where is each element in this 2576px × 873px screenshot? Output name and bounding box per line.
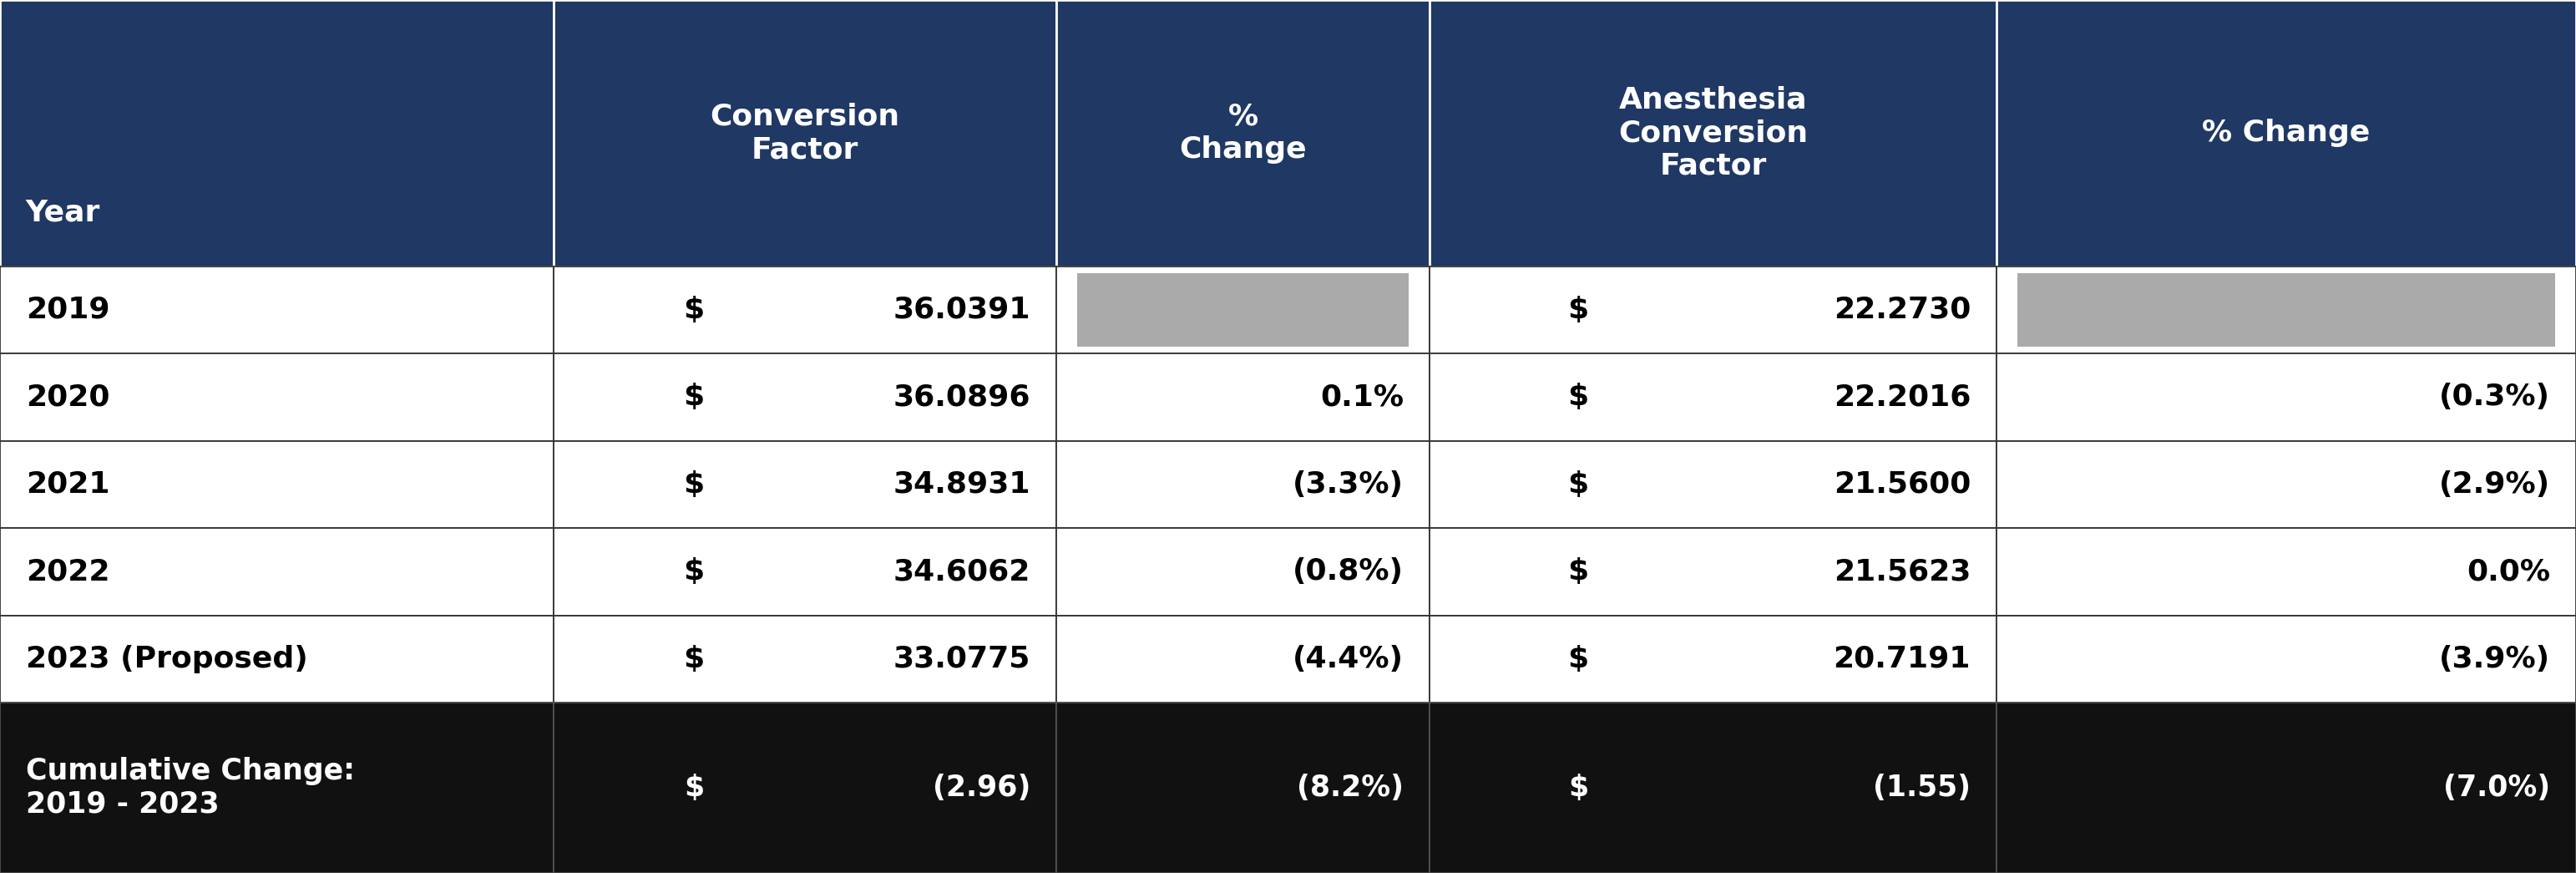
Bar (0, 266, 554, 354)
Bar (1996, 0, 2576, 266)
Text: 2022: 2022 (26, 558, 111, 586)
Text: $: $ (683, 471, 703, 498)
Bar (1996, 441, 2576, 528)
Bar (1056, 528, 1430, 615)
Bar (0, 0, 554, 266)
Text: Cumulative Change:
2019 - 2023: Cumulative Change: 2019 - 2023 (26, 757, 355, 819)
Text: Anesthesia
Conversion
Factor: Anesthesia Conversion Factor (1618, 86, 1808, 180)
Bar (1430, 266, 1996, 354)
Text: % Change: % Change (2202, 119, 2370, 148)
Text: 0.1%: 0.1% (1321, 383, 1404, 411)
Text: 2019: 2019 (26, 296, 111, 324)
Text: (7.0%): (7.0%) (2442, 773, 2550, 802)
Text: $: $ (1566, 383, 1589, 411)
Bar (1430, 703, 1996, 873)
Bar (1056, 0, 1430, 266)
Bar (1996, 615, 2576, 703)
Text: 36.0896: 36.0896 (894, 383, 1030, 411)
Text: $: $ (685, 773, 703, 802)
Bar (0, 703, 554, 873)
Text: (2.96): (2.96) (933, 773, 1030, 802)
Bar (1056, 354, 1430, 441)
Text: (8.2%): (8.2%) (1298, 773, 1404, 802)
Text: 34.8931: 34.8931 (894, 471, 1030, 498)
Text: 2020: 2020 (26, 383, 111, 411)
Text: $: $ (683, 645, 703, 673)
Text: Conversion
Factor: Conversion Factor (711, 102, 899, 164)
Text: (0.3%): (0.3%) (2439, 383, 2550, 411)
Bar (554, 354, 1056, 441)
Text: $: $ (1566, 558, 1589, 586)
Bar (554, 615, 1056, 703)
Bar (0, 615, 554, 703)
Text: (3.3%): (3.3%) (1293, 471, 1404, 498)
Bar (1996, 354, 2576, 441)
Bar (1056, 441, 1430, 528)
Text: (4.4%): (4.4%) (1293, 645, 1404, 673)
Bar (1077, 273, 1409, 347)
Text: Year: Year (26, 198, 100, 227)
Text: 2023 (Proposed): 2023 (Proposed) (26, 645, 307, 673)
Bar (1996, 528, 2576, 615)
Bar (554, 528, 1056, 615)
Text: $: $ (1569, 773, 1589, 802)
Text: (2.9%): (2.9%) (2439, 471, 2550, 498)
Text: $: $ (683, 558, 703, 586)
Text: 22.2730: 22.2730 (1834, 296, 1971, 324)
Bar (0, 354, 554, 441)
Bar (554, 0, 1056, 266)
Bar (554, 703, 1056, 873)
Text: $: $ (1566, 296, 1589, 324)
Text: $: $ (1566, 645, 1589, 673)
Bar (1056, 615, 1430, 703)
Bar (1430, 354, 1996, 441)
Text: (0.8%): (0.8%) (1293, 558, 1404, 586)
Text: (1.55): (1.55) (1873, 773, 1971, 802)
Bar (2017, 273, 2555, 347)
Text: 2021: 2021 (26, 471, 111, 498)
Bar (1430, 528, 1996, 615)
Text: 21.5600: 21.5600 (1834, 471, 1971, 498)
Text: $: $ (683, 383, 703, 411)
Bar (1996, 266, 2576, 354)
Text: 33.0775: 33.0775 (894, 645, 1030, 673)
Bar (554, 441, 1056, 528)
Text: 22.2016: 22.2016 (1834, 383, 1971, 411)
Bar (1430, 0, 1996, 266)
Text: $: $ (683, 296, 703, 324)
Text: 34.6062: 34.6062 (894, 558, 1030, 586)
Bar (1430, 441, 1996, 528)
Bar (1430, 615, 1996, 703)
Text: $: $ (1566, 471, 1589, 498)
Bar (0, 441, 554, 528)
Bar (1996, 703, 2576, 873)
Text: 20.7191: 20.7191 (1834, 645, 1971, 673)
Bar (554, 266, 1056, 354)
Bar (0, 528, 554, 615)
Text: 36.0391: 36.0391 (894, 296, 1030, 324)
Text: 21.5623: 21.5623 (1834, 558, 1971, 586)
Text: 0.0%: 0.0% (2468, 558, 2550, 586)
Text: %
Change: % Change (1180, 102, 1306, 164)
Bar (1056, 703, 1430, 873)
Text: (3.9%): (3.9%) (2439, 645, 2550, 673)
Bar (1056, 266, 1430, 354)
